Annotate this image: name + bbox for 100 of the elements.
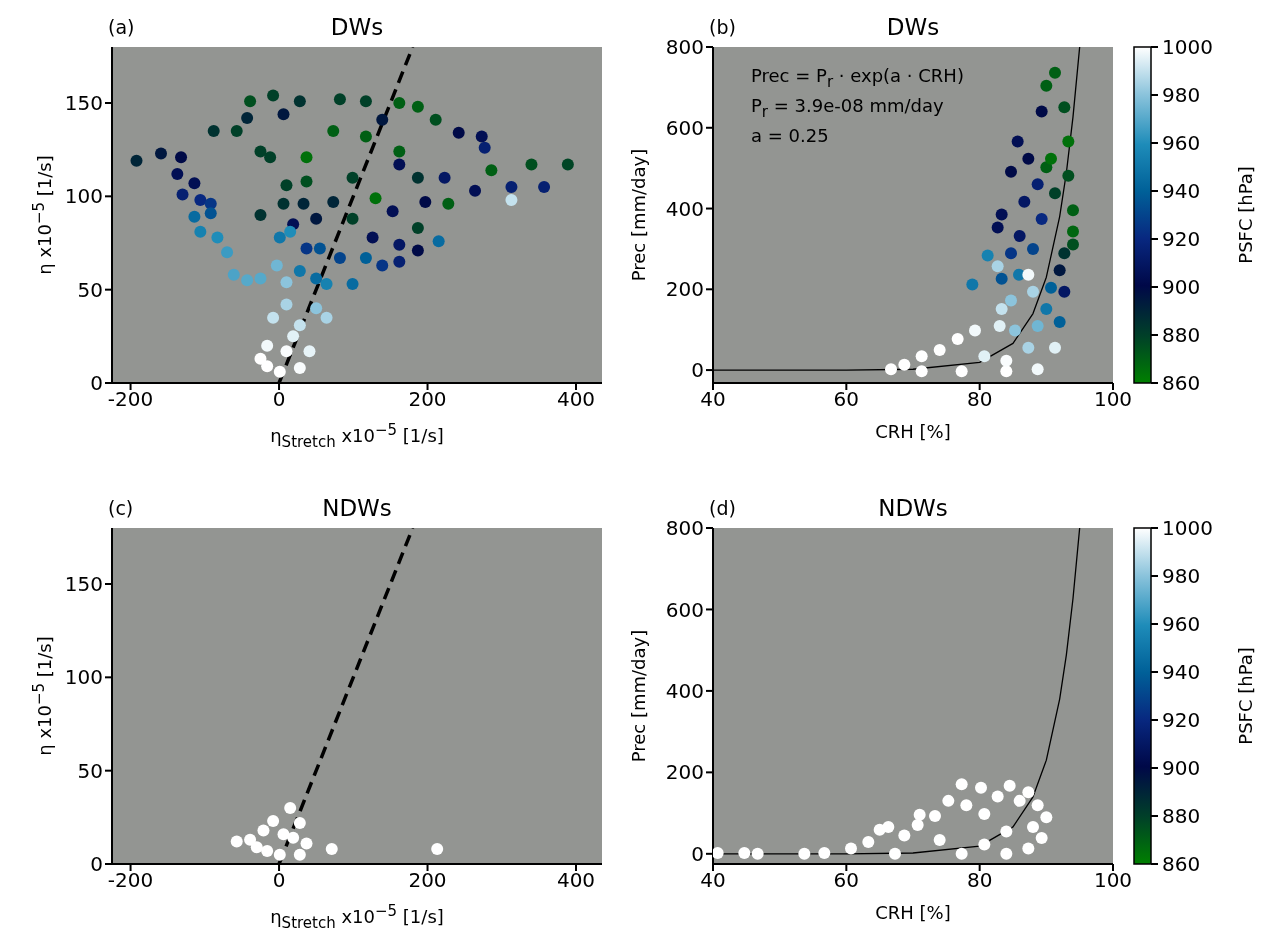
x-tick-label: 200 <box>408 387 447 412</box>
point <box>1040 811 1053 824</box>
point <box>966 278 979 291</box>
x-tick-label: 100 <box>1093 387 1133 412</box>
point <box>1035 213 1048 226</box>
y-tick-label: 150 <box>64 572 103 597</box>
y-tick-label: 100 <box>64 184 103 209</box>
point <box>845 842 857 855</box>
x-axis-title: CRH [%] <box>874 421 952 442</box>
point <box>267 815 280 828</box>
point <box>287 831 300 844</box>
point <box>1067 225 1079 238</box>
x-tick-label: 60 <box>833 387 860 412</box>
color-bar-label: 900 <box>1162 756 1201 780</box>
point <box>913 808 926 821</box>
text: (c) <box>108 497 134 519</box>
point <box>981 249 994 262</box>
chart-title: DWs <box>330 14 384 40</box>
point <box>1040 79 1053 92</box>
color-bar-label: 900 <box>1162 275 1201 299</box>
y-tick-label: 600 <box>665 115 704 140</box>
y-tick-label: 0 <box>691 358 704 383</box>
y-tick-label: 0 <box>691 841 704 866</box>
point <box>798 847 811 860</box>
point <box>1005 294 1017 307</box>
point <box>1003 779 1016 792</box>
y-tick-label: 400 <box>665 196 704 221</box>
point <box>955 778 968 791</box>
point <box>1058 101 1071 114</box>
point <box>1049 66 1061 79</box>
x-tick-label: 0 <box>272 387 286 412</box>
point <box>978 807 991 820</box>
color-bar-label: 920 <box>1162 708 1201 732</box>
text: (a) <box>108 16 135 38</box>
x-tick-label: 80 <box>966 387 993 412</box>
chart-title: DWs <box>886 14 940 40</box>
color-bar-label: 960 <box>1162 131 1201 155</box>
point <box>951 332 964 345</box>
color-bar-label: 1000 <box>1162 35 1213 59</box>
point <box>230 835 243 848</box>
annotation: Prec = P$_{r}$ · exp(a · CRH) <box>751 65 964 91</box>
point <box>1027 285 1039 298</box>
point <box>1040 303 1053 316</box>
point <box>250 841 263 854</box>
point <box>431 843 444 856</box>
point <box>1067 238 1079 251</box>
point <box>325 843 338 856</box>
point <box>991 221 1004 234</box>
point <box>257 824 270 837</box>
annotation: P$_{r}$ = 3.9e-08 mm/day <box>751 95 944 121</box>
y-axis-title: Prec [mm/day] <box>627 629 649 763</box>
point <box>1000 825 1013 838</box>
point <box>1009 324 1021 337</box>
x-tick-label: 80 <box>966 868 993 893</box>
x-axis-title: CRH [%] <box>874 902 952 923</box>
color-bar-label: 980 <box>1162 83 1201 107</box>
y-tick-label: 100 <box>64 665 103 690</box>
point <box>1011 135 1024 148</box>
x-tick-label: 400 <box>556 387 596 412</box>
point <box>1035 831 1048 844</box>
point <box>1000 354 1013 367</box>
point <box>898 829 911 842</box>
point <box>933 343 946 356</box>
point <box>995 208 1008 221</box>
point <box>277 828 290 841</box>
y-tick-label: 200 <box>665 760 704 785</box>
point <box>885 363 897 376</box>
annotation: a = 0.25 <box>751 125 829 146</box>
point <box>1067 204 1079 217</box>
color-bar-label: 880 <box>1162 804 1201 828</box>
point <box>862 836 875 849</box>
point <box>1013 230 1026 242</box>
x-axis-title: η$_{Stretch}$ x10$^{−5}$ [1/s] <box>269 421 445 451</box>
point <box>1031 363 1044 376</box>
y-tick-label: 600 <box>665 597 704 622</box>
point <box>1031 178 1044 191</box>
point <box>955 365 968 378</box>
point <box>993 320 1006 333</box>
y-tick-label: 150 <box>64 91 103 116</box>
text: (b) <box>709 16 736 38</box>
x-tick-label: 0 <box>272 868 286 893</box>
point <box>261 844 274 857</box>
point <box>1058 247 1071 260</box>
point <box>1062 169 1075 182</box>
point <box>1022 786 1035 799</box>
point <box>942 794 955 807</box>
point <box>300 837 313 850</box>
point <box>975 781 987 794</box>
y-tick-label: 0 <box>90 852 103 877</box>
point <box>738 847 751 859</box>
color-bar-label: 920 <box>1162 227 1201 251</box>
point <box>978 350 991 363</box>
point <box>882 820 895 833</box>
point <box>1045 281 1057 294</box>
point <box>1058 285 1071 298</box>
x-axis-title: η$_{Stretch}$ x10$^{−5}$ [1/s] <box>269 902 445 932</box>
point <box>960 799 973 812</box>
text: (d) <box>709 497 736 519</box>
point <box>929 809 941 822</box>
point <box>889 847 901 860</box>
